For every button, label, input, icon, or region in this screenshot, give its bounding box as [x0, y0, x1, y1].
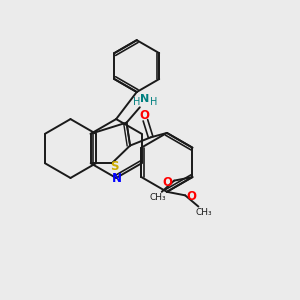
Text: O: O: [139, 109, 149, 122]
Text: O: O: [163, 176, 173, 189]
Text: S: S: [110, 160, 118, 173]
Text: N: N: [140, 94, 150, 104]
Text: N: N: [112, 172, 122, 185]
Text: CH₃: CH₃: [195, 208, 212, 217]
Text: O: O: [187, 190, 196, 203]
Text: H: H: [133, 97, 141, 107]
Text: H: H: [150, 97, 157, 107]
Text: CH₃: CH₃: [150, 193, 166, 202]
